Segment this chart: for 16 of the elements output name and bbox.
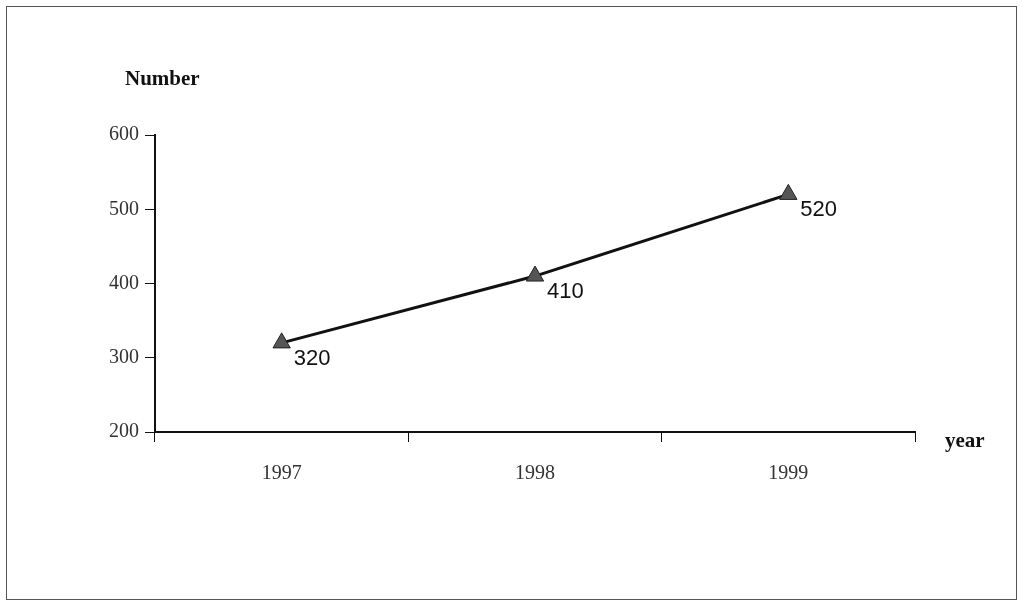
point — [272, 332, 291, 349]
y-tick-label: 600 — [109, 122, 139, 145]
point — [779, 183, 798, 200]
data-label: 410 — [547, 278, 584, 304]
x-tick-label: 1999 — [768, 461, 809, 484]
x-tick-label: 1998 — [515, 461, 555, 484]
data-label: 320 — [293, 344, 331, 370]
x-axis-title: year — [945, 428, 985, 453]
y-tick-label: 400 — [109, 270, 139, 293]
y-tick-label: 500 — [109, 196, 139, 219]
y-tick-label: 200 — [109, 419, 139, 442]
data-label: 520 — [800, 196, 838, 222]
y-axis-title: Number — [125, 66, 200, 90]
point — [525, 265, 545, 282]
x-tick-label: 1997 — [261, 461, 302, 484]
y-tick-label: 300 — [109, 345, 139, 367]
